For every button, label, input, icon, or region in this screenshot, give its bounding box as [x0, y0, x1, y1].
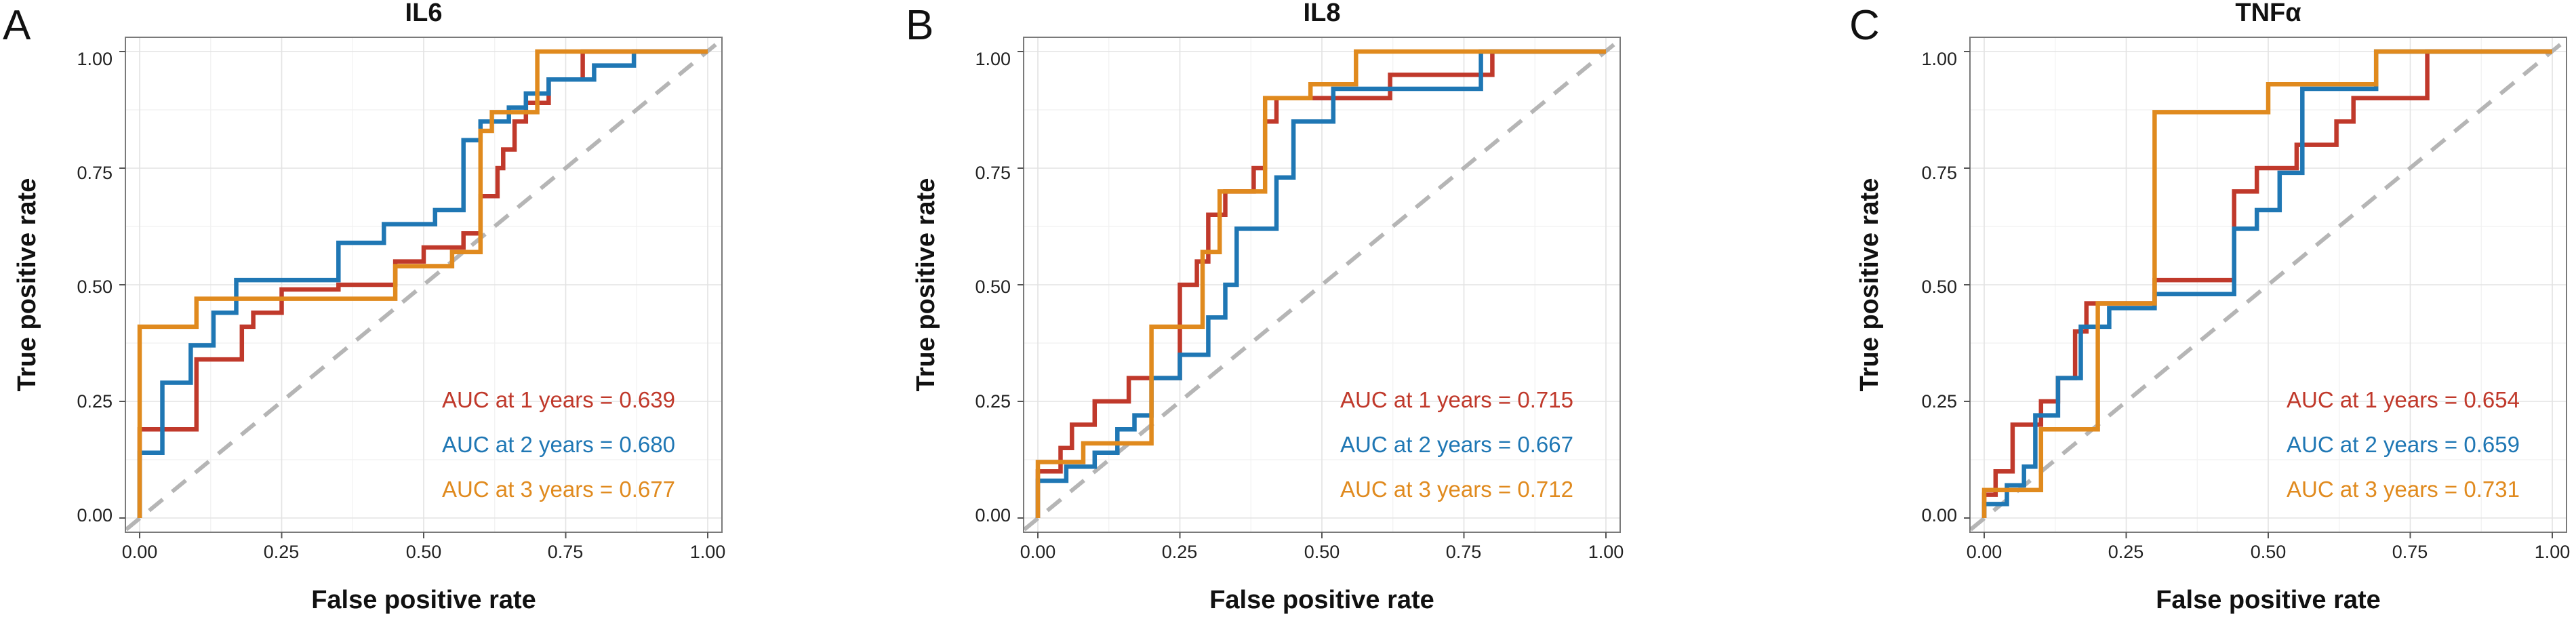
- roc-curve-3-years: [1981, 49, 2552, 518]
- grid: [125, 37, 722, 532]
- auc-label-1-years: AUC at 1 years = 0.639: [442, 387, 675, 412]
- y-tick-label: 0.50: [1921, 277, 1957, 297]
- reference-diagonal: [1023, 38, 1621, 532]
- roc-curve-2-years: [1981, 49, 2552, 518]
- reference-diagonal: [1969, 38, 2567, 532]
- x-tick-label: 1.00: [690, 542, 726, 562]
- y-tick-label: 1.00: [1921, 49, 1957, 69]
- y-tick-label: 0.00: [77, 505, 113, 525]
- auc-label-3-years: AUC at 3 years = 0.731: [2287, 477, 2520, 502]
- x-tick-label: 0.25: [2108, 542, 2144, 562]
- y-tick-label: 1.00: [975, 49, 1011, 69]
- reference-diagonal: [125, 38, 723, 532]
- panel-title-il6: IL6: [405, 0, 443, 27]
- x-tick-label: 0.00: [1020, 542, 1056, 562]
- y-tick-label: 0.00: [975, 505, 1011, 525]
- x-tick-label: 0.50: [1304, 542, 1340, 562]
- y-axis-label: True positive rate: [13, 178, 41, 392]
- roc-curve-3-years: [1035, 49, 1606, 518]
- y-axis-label: True positive rate: [912, 178, 940, 392]
- y-tick-label: 0.50: [77, 277, 113, 297]
- x-tick-label: 0.50: [2251, 542, 2287, 562]
- x-tick-label: 0.75: [548, 542, 584, 562]
- x-axis-label: False positive rate: [1209, 586, 1434, 614]
- y-tick-label: 0.75: [975, 163, 1011, 183]
- grid: [1024, 37, 1620, 532]
- axis-ticks: [1018, 51, 1607, 538]
- y-tick-label: 0.50: [975, 277, 1011, 297]
- auc-label-2-years: AUC at 2 years = 0.659: [2287, 432, 2520, 457]
- auc-label-3-years: AUC at 3 years = 0.712: [1340, 477, 1573, 502]
- x-tick-label: 0.75: [2392, 542, 2428, 562]
- axis-ticks: [1964, 51, 2553, 538]
- y-tick-label: 0.75: [77, 163, 113, 183]
- panel-c: C TNFα 0.00 0.25 0.50 0.75 1.00 0.00 0.2…: [1849, 0, 2570, 614]
- auc-label-1-years: AUC at 1 years = 0.654: [2287, 387, 2520, 412]
- y-tick-label: 1.00: [77, 49, 113, 69]
- panel-b: B IL8 0.00 0.25 0.50 0.75 1.00 0.00 0.25…: [906, 0, 1624, 614]
- y-tick-label: 0.25: [1921, 391, 1957, 412]
- y-tick-label: 0.75: [1921, 163, 1957, 183]
- panel-letter-c: C: [1849, 2, 1880, 49]
- x-tick-label: 0.75: [1446, 542, 1482, 562]
- y-axis-label: True positive rate: [1855, 178, 1884, 392]
- auc-label-2-years: AUC at 2 years = 0.667: [1340, 432, 1573, 457]
- roc-curve-2-years: [1035, 49, 1606, 518]
- x-tick-label: 1.00: [2535, 542, 2571, 562]
- x-tick-label: 0.25: [264, 542, 300, 562]
- x-tick-label: 0.50: [406, 542, 442, 562]
- x-axis-label: False positive rate: [311, 586, 536, 614]
- x-axis-label: False positive rate: [2156, 586, 2381, 614]
- auc-label-1-years: AUC at 1 years = 0.715: [1340, 387, 1573, 412]
- panel-letter-b: B: [906, 2, 933, 49]
- axis-ticks: [119, 51, 708, 538]
- x-tick-label: 0.00: [1967, 542, 2003, 562]
- roc-curve-3-years: [137, 49, 708, 518]
- roc-curve-1-years: [1035, 49, 1606, 518]
- roc-curve-2-years: [137, 49, 708, 518]
- panel-title-tnfa: TNFα: [2235, 0, 2301, 27]
- y-tick-label: 0.25: [77, 391, 113, 412]
- roc-curves: [1981, 49, 2552, 518]
- x-tick-label: 0.25: [1162, 542, 1198, 562]
- roc-curves: [137, 49, 708, 518]
- panel-letter-a: A: [3, 2, 31, 49]
- panel-a: A IL6 0.00 0.25 0.50 0.75 1.00 0.00 0.25…: [3, 0, 725, 614]
- auc-label-2-years: AUC at 2 years = 0.680: [442, 432, 675, 457]
- y-tick-label: 0.25: [975, 391, 1011, 412]
- auc-label-3-years: AUC at 3 years = 0.677: [442, 477, 675, 502]
- panel-title-il8: IL8: [1304, 0, 1341, 27]
- x-tick-label: 1.00: [1588, 542, 1624, 562]
- y-tick-label: 0.00: [1921, 505, 1957, 525]
- roc-curves: [1035, 49, 1606, 518]
- x-tick-label: 0.00: [122, 542, 158, 562]
